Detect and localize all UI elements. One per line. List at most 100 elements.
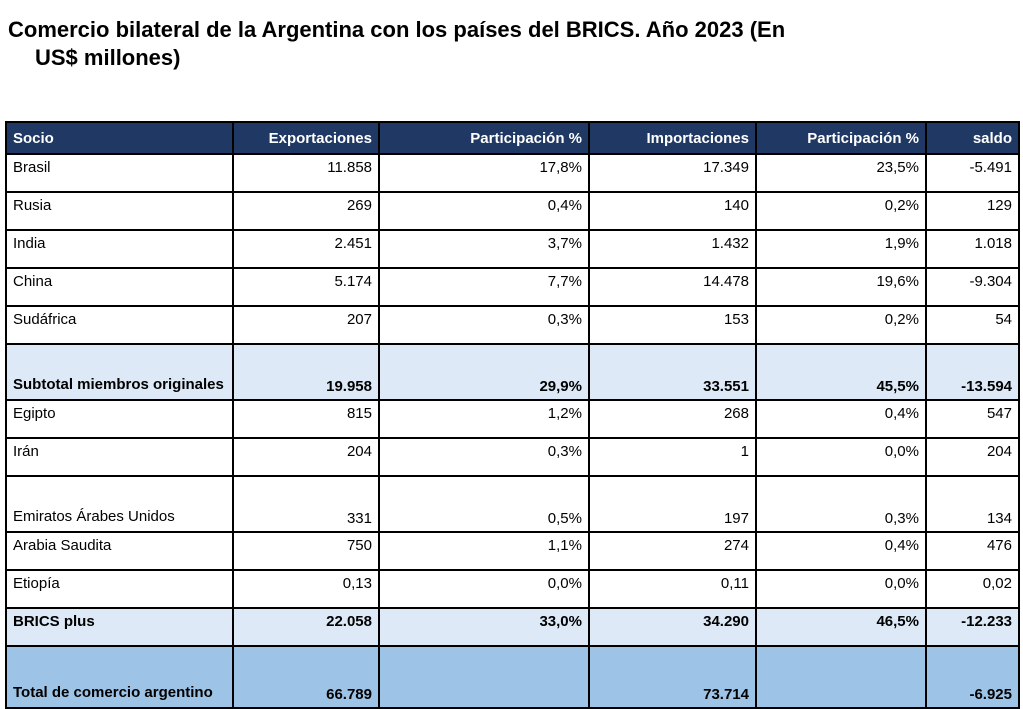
cell-exportaciones: 66.789: [232, 645, 380, 709]
cell-socio: Sudáfrica: [5, 305, 234, 345]
cell-socio: China: [5, 267, 234, 307]
cell-socio: India: [5, 229, 234, 269]
cell-socio: Emiratos Árabes Unidos: [5, 475, 234, 533]
cell-socio: BRICS plus: [5, 607, 234, 647]
cell-exportaciones: 19.958: [232, 343, 380, 401]
cell-exportaciones: 207: [232, 305, 380, 345]
cell-participacion-exp: 0,5%: [378, 475, 590, 533]
cell-exportaciones: 11.858: [232, 153, 380, 193]
cell-importaciones: 274: [588, 531, 757, 571]
cell-socio: Total de comercio argentino: [5, 645, 234, 709]
cell-participacion-imp: 46,5%: [755, 607, 927, 647]
col-header-importaciones: Importaciones: [588, 121, 757, 155]
cell-exportaciones: 0,13: [232, 569, 380, 609]
cell-importaciones: 197: [588, 475, 757, 533]
cell-saldo: -13.594: [925, 343, 1020, 401]
table-row: Emiratos Árabes Unidos 331 0,5% 197 0,3% 134: [5, 475, 1020, 533]
cell-socio: Irán: [5, 437, 234, 477]
cell-socio: Arabia Saudita: [5, 531, 234, 571]
cell-participacion-exp: 7,7%: [378, 267, 590, 307]
table-row: India 2.451 3,7% 1.432 1,9% 1.018: [5, 229, 1020, 269]
cell-saldo: 54: [925, 305, 1020, 345]
cell-participacion-exp: 33,0%: [378, 607, 590, 647]
cell-saldo: -12.233: [925, 607, 1020, 647]
brics-trade-table: Socio Exportaciones Participación % Impo…: [5, 121, 1020, 709]
cell-participacion-imp: [755, 645, 927, 709]
col-header-socio: Socio: [5, 121, 234, 155]
cell-participacion-imp: 0,0%: [755, 437, 927, 477]
cell-participacion-imp: 0,4%: [755, 399, 927, 439]
cell-importaciones: 14.478: [588, 267, 757, 307]
cell-exportaciones: 750: [232, 531, 380, 571]
cell-participacion-imp: 0,2%: [755, 191, 927, 231]
cell-participacion-exp: 0,3%: [378, 437, 590, 477]
cell-participacion-imp: 45,5%: [755, 343, 927, 401]
page-title: Comercio bilateral de la Argentina con l…: [8, 16, 968, 72]
cell-participacion-imp: 19,6%: [755, 267, 927, 307]
title-line-1: Comercio bilateral de la Argentina con l…: [8, 17, 786, 42]
cell-participacion-imp: 0,0%: [755, 569, 927, 609]
col-header-participacion-imp: Participación %: [755, 121, 927, 155]
cell-participacion-imp: 0,3%: [755, 475, 927, 533]
cell-participacion-exp: 0,3%: [378, 305, 590, 345]
cell-importaciones: 1: [588, 437, 757, 477]
cell-importaciones: 153: [588, 305, 757, 345]
cell-importaciones: 33.551: [588, 343, 757, 401]
cell-importaciones: 0,11: [588, 569, 757, 609]
cell-participacion-imp: 23,5%: [755, 153, 927, 193]
cell-participacion-imp: 1,9%: [755, 229, 927, 269]
cell-socio: Brasil: [5, 153, 234, 193]
cell-exportaciones: 5.174: [232, 267, 380, 307]
col-header-participacion-exp: Participación %: [378, 121, 590, 155]
cell-socio: Rusia: [5, 191, 234, 231]
table-row: Sudáfrica 207 0,3% 153 0,2% 54: [5, 305, 1020, 345]
cell-saldo: 547: [925, 399, 1020, 439]
table-row: BRICS plus 22.058 33,0% 34.290 46,5% -12.233: [5, 607, 1020, 647]
cell-importaciones: 1.432: [588, 229, 757, 269]
cell-importaciones: 268: [588, 399, 757, 439]
cell-saldo: 0,02: [925, 569, 1020, 609]
cell-participacion-exp: 3,7%: [378, 229, 590, 269]
cell-saldo: 129: [925, 191, 1020, 231]
cell-importaciones: 17.349: [588, 153, 757, 193]
cell-exportaciones: 269: [232, 191, 380, 231]
table-row: Irán 204 0,3% 1 0,0% 204: [5, 437, 1020, 477]
table-row: Etiopía 0,13 0,0% 0,11 0,0% 0,02: [5, 569, 1020, 609]
cell-participacion-exp: 17,8%: [378, 153, 590, 193]
cell-participacion-exp: [378, 645, 590, 709]
cell-saldo: 1.018: [925, 229, 1020, 269]
table-row: China 5.174 7,7% 14.478 19,6% -9.304: [5, 267, 1020, 307]
cell-participacion-exp: 1,1%: [378, 531, 590, 571]
table-row: Brasil 11.858 17,8% 17.349 23,5% -5.491: [5, 153, 1020, 193]
table-row: Rusia 269 0,4% 140 0,2% 129: [5, 191, 1020, 231]
cell-saldo: 476: [925, 531, 1020, 571]
header-row: Socio Exportaciones Participación % Impo…: [5, 121, 1020, 155]
cell-saldo: -6.925: [925, 645, 1020, 709]
cell-saldo: 134: [925, 475, 1020, 533]
col-header-saldo: saldo: [925, 121, 1020, 155]
cell-exportaciones: 22.058: [232, 607, 380, 647]
table-row: Total de comercio argentino 66.789 73.714 -…: [5, 645, 1020, 709]
table-row: Egipto 815 1,2% 268 0,4% 547: [5, 399, 1020, 439]
cell-participacion-exp: 0,4%: [378, 191, 590, 231]
cell-participacion-exp: 1,2%: [378, 399, 590, 439]
cell-saldo: -9.304: [925, 267, 1020, 307]
cell-exportaciones: 331: [232, 475, 380, 533]
table-row: Arabia Saudita 750 1,1% 274 0,4% 476: [5, 531, 1020, 571]
cell-importaciones: 73.714: [588, 645, 757, 709]
cell-socio: Etiopía: [5, 569, 234, 609]
cell-participacion-imp: 0,2%: [755, 305, 927, 345]
cell-exportaciones: 815: [232, 399, 380, 439]
cell-exportaciones: 2.451: [232, 229, 380, 269]
cell-participacion-imp: 0,4%: [755, 531, 927, 571]
cell-participacion-exp: 0,0%: [378, 569, 590, 609]
cell-socio: Egipto: [5, 399, 234, 439]
title-line-2: US$ millones): [35, 45, 181, 70]
cell-importaciones: 140: [588, 191, 757, 231]
cell-saldo: -5.491: [925, 153, 1020, 193]
cell-saldo: 204: [925, 437, 1020, 477]
col-header-exportaciones: Exportaciones: [232, 121, 380, 155]
cell-exportaciones: 204: [232, 437, 380, 477]
cell-socio: Subtotal miembros originales: [5, 343, 234, 401]
table-row: Subtotal miembros originales 19.958 29,9% 3…: [5, 343, 1020, 401]
